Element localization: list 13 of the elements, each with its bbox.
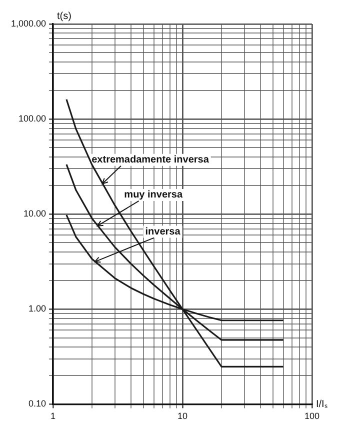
x-tick-label: 10 [178, 411, 188, 422]
annotation: extremadamente inversa [92, 154, 210, 166]
x-tick-label: 1 [50, 411, 56, 422]
y-tick-label: 1.00 [28, 304, 46, 314]
y-axis-title: t(s) [57, 10, 72, 22]
y-tick-label: 100.00 [18, 114, 46, 124]
x-axis-title: I/Iₛ [316, 398, 328, 410]
y-tick-label: 10.00 [24, 208, 46, 219]
annotation: muy inversa [124, 190, 183, 201]
y-tick-label: 1,000.00 [10, 18, 46, 28]
x-tick-label: 100 [304, 411, 320, 422]
annotation: inversa [145, 226, 181, 238]
y-tick-label: 0.10 [28, 398, 46, 409]
